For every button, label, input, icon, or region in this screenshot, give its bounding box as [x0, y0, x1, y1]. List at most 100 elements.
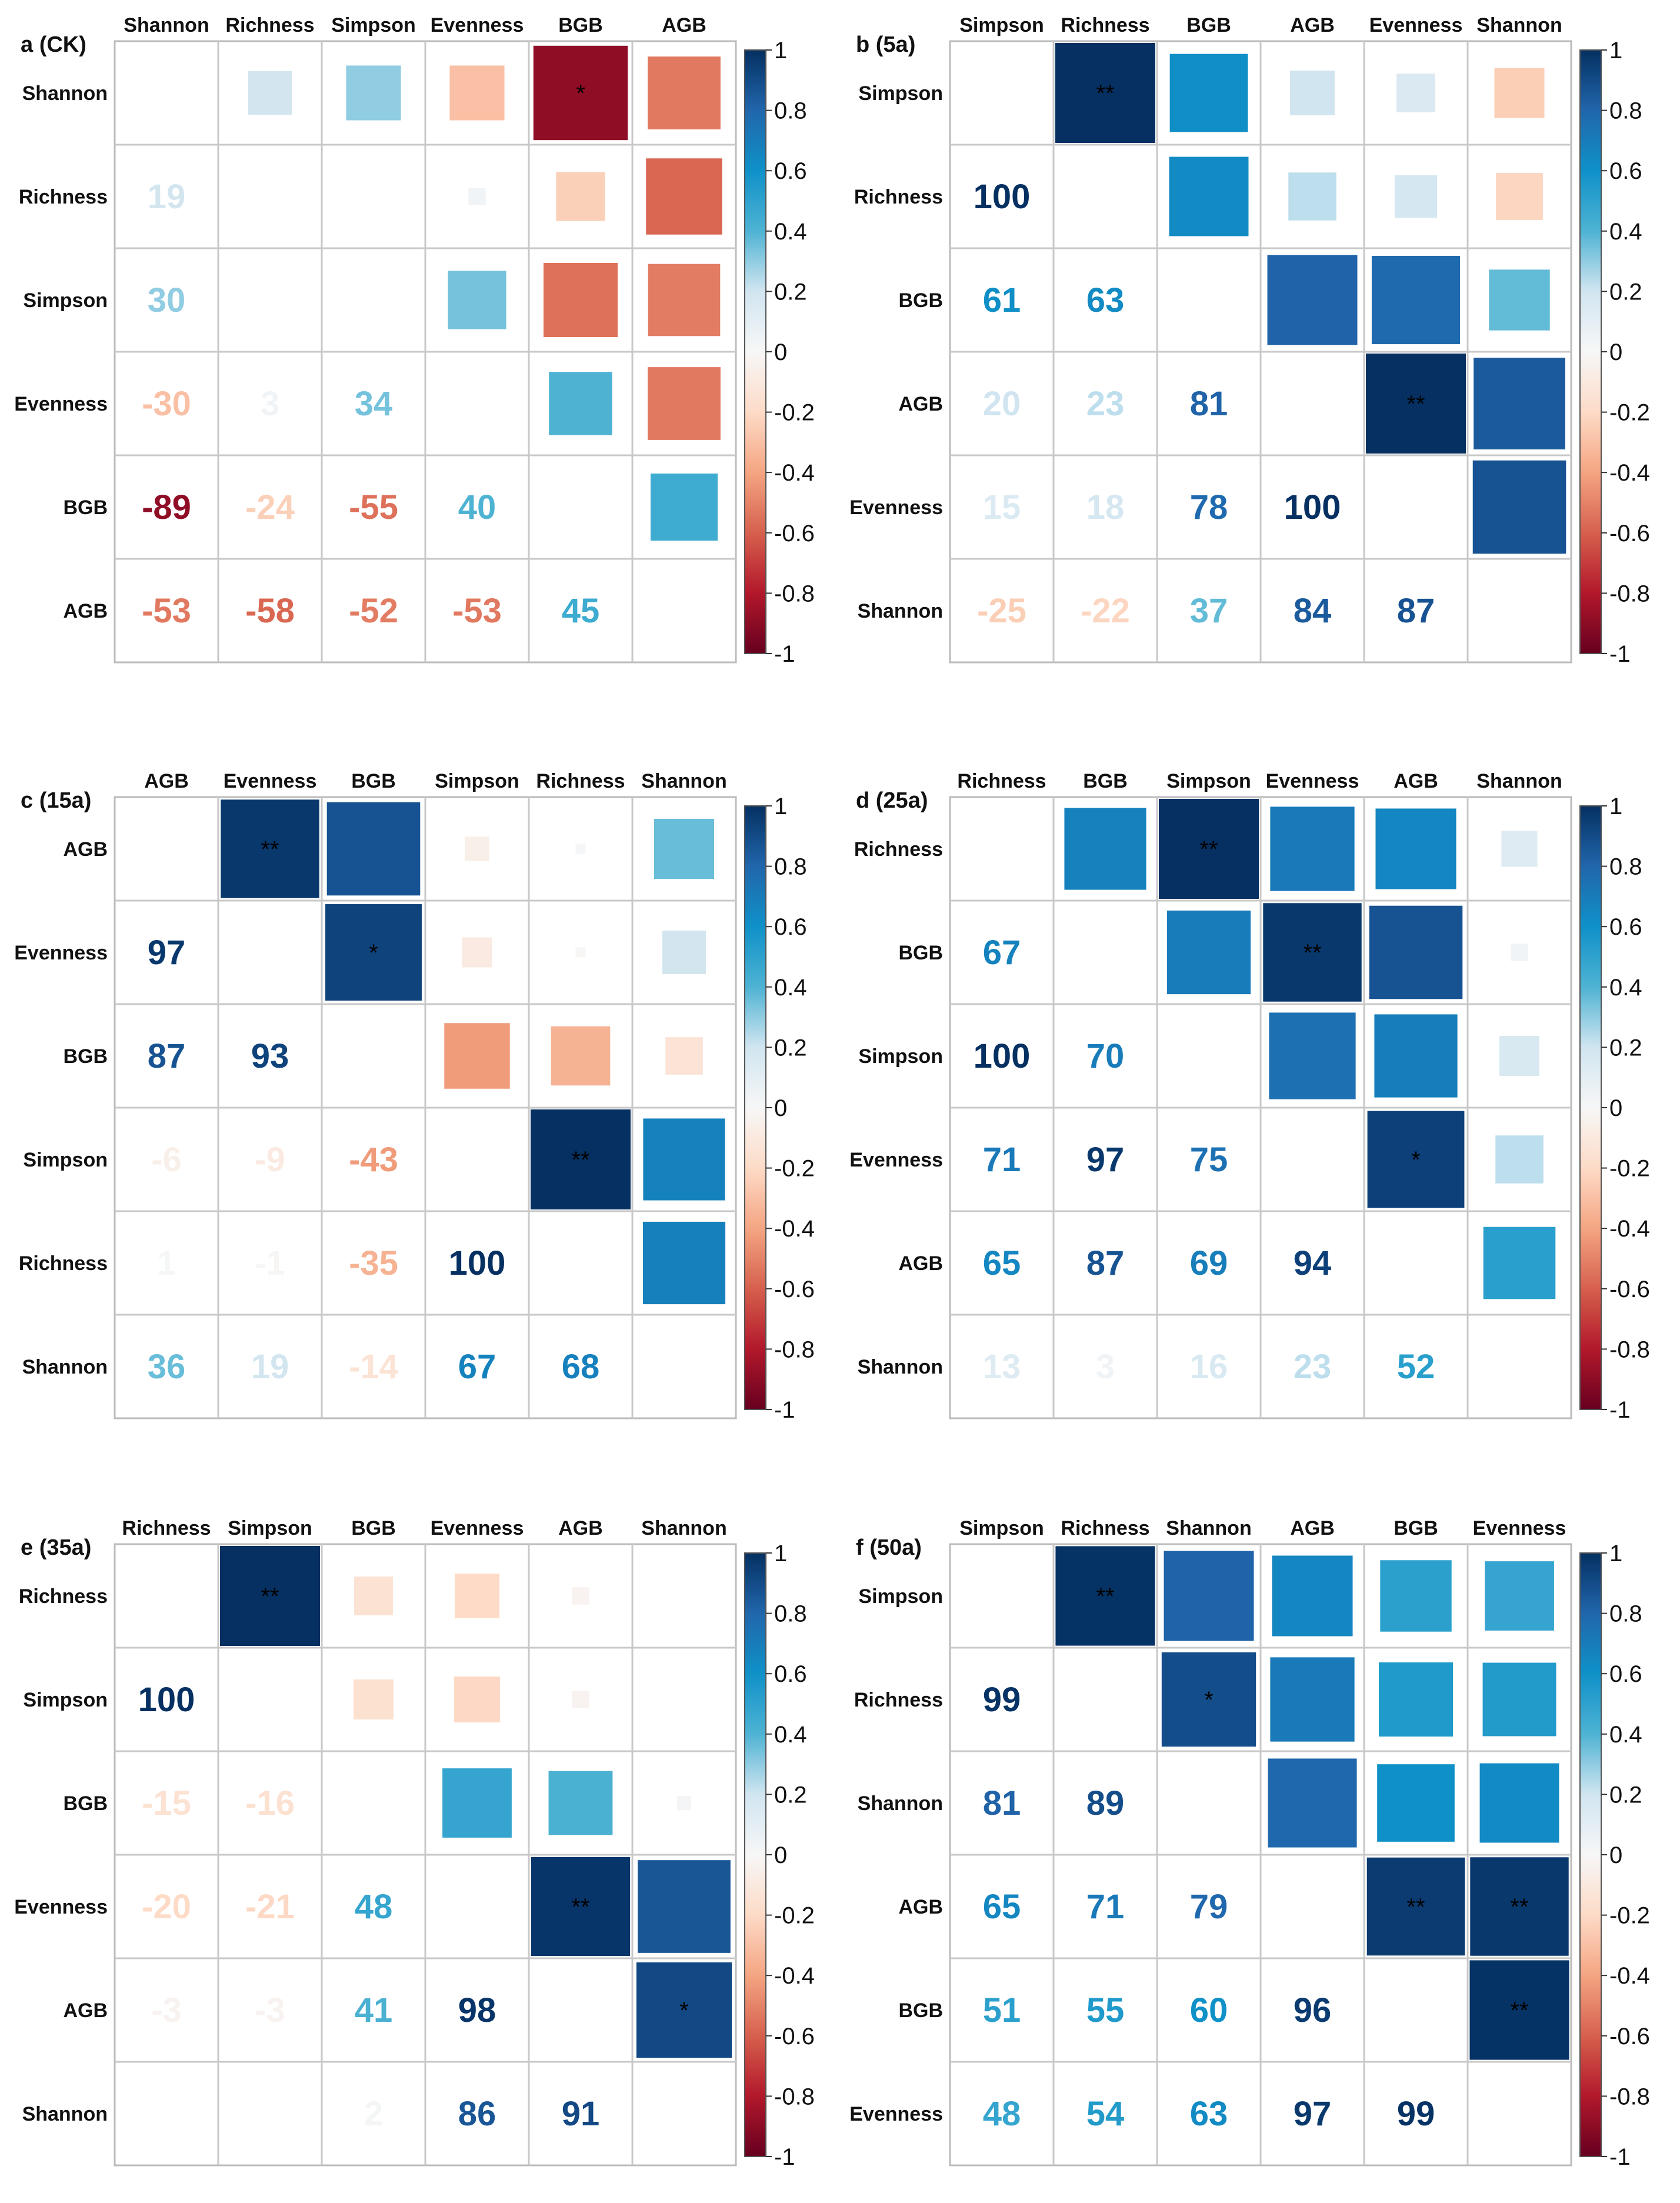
colorbar-tick-label: -0.4 — [774, 460, 815, 486]
significance-mark: ** — [261, 836, 279, 862]
cell-value: 81 — [1190, 385, 1228, 423]
cell-value: -15 — [142, 1784, 191, 1822]
cell-value: 99 — [1397, 2095, 1435, 2133]
cell-value: 23 — [1294, 1348, 1332, 1386]
cell-value: 2 — [364, 2095, 383, 2133]
cell-value: 48 — [355, 1888, 393, 1926]
cell-value: -30 — [142, 385, 191, 423]
cell-value: -55 — [349, 488, 398, 526]
column-label: BGB — [558, 14, 603, 36]
significance-mark: * — [369, 940, 378, 966]
colorbar — [744, 1552, 766, 2157]
colorbar-tick-label: 0.8 — [774, 98, 807, 124]
panel-0: a (CK) Shannon Richness Simpson Evenness BGB A… — [14, 14, 815, 667]
colorbar-tick-label: -0.8 — [774, 581, 815, 606]
colorbar-tick-label: -0.2 — [1609, 1156, 1650, 1182]
cell-square — [1268, 1758, 1357, 1848]
colorbar-tick-label: 0 — [1609, 339, 1622, 365]
column-label: BGB — [1083, 770, 1128, 792]
colorbar-tick-label: 0.4 — [1609, 975, 1642, 1001]
cell-value: 41 — [355, 1991, 393, 2029]
colorbar — [1579, 1552, 1602, 2157]
cell-square — [1511, 944, 1528, 961]
column-label: BGB — [1186, 14, 1231, 36]
colorbar-tick-label: -0.6 — [774, 2024, 815, 2049]
cell-value: 75 — [1190, 1141, 1228, 1179]
cell-value: -89 — [142, 488, 191, 526]
row-label: Evenness — [14, 942, 108, 964]
cell-value: 36 — [148, 1348, 186, 1386]
cell-square — [1482, 1662, 1556, 1737]
cell-square — [648, 367, 721, 440]
row-label: Richness — [854, 1689, 943, 1711]
cell-value: -16 — [245, 1784, 295, 1822]
cell-square — [1169, 54, 1248, 132]
cell-value: 71 — [1086, 1888, 1125, 1926]
cell-square — [1367, 1111, 1465, 1208]
colorbar-tick-label: -0.8 — [1609, 2084, 1650, 2109]
cell-square — [556, 172, 605, 221]
cell-value: 65 — [983, 1244, 1021, 1282]
panel-title: d (25a) — [856, 788, 928, 813]
cell-square — [454, 1677, 500, 1722]
significance-mark: ** — [1510, 1998, 1528, 2024]
column-label: Shannon — [1476, 770, 1562, 792]
column-label: Simpson — [331, 14, 416, 36]
cell-square — [1496, 173, 1543, 220]
colorbar-tick-label: -1 — [774, 2144, 795, 2170]
significance-mark: ** — [1199, 836, 1218, 862]
colorbar-tick-label: -0.2 — [774, 1156, 815, 1182]
column-label: Evenness — [1473, 1517, 1566, 1539]
cell-square — [1169, 156, 1249, 236]
cell-square — [220, 1546, 320, 1646]
cell-square — [575, 844, 586, 854]
cell-value: -35 — [349, 1244, 398, 1282]
colorbar-tick-label: 0.6 — [1609, 1661, 1642, 1687]
cell-value: 68 — [562, 1348, 600, 1386]
cell-value: 97 — [1294, 2095, 1332, 2133]
cell-value: 60 — [1190, 1991, 1228, 2029]
significance-mark: * — [1411, 1147, 1421, 1173]
row-label: Evenness — [849, 496, 943, 519]
cell-value: 97 — [148, 934, 186, 972]
cell-value: 70 — [1086, 1037, 1125, 1075]
row-label: BGB — [63, 496, 108, 519]
cell-value: 63 — [1190, 2095, 1228, 2133]
cell-square — [638, 1860, 731, 1953]
cell-value: -1 — [255, 1244, 285, 1282]
cell-value: -53 — [452, 592, 502, 630]
colorbar-tick-label: 0.6 — [774, 1661, 807, 1687]
cell-square — [1159, 799, 1259, 899]
row-label: BGB — [898, 942, 943, 964]
row-label: Evenness — [14, 1896, 108, 1918]
colorbar-tick-label: -0.2 — [774, 1903, 815, 1929]
colorbar-tick-label: -0.4 — [774, 1963, 815, 1989]
colorbar-tick-label: 0.6 — [1609, 914, 1642, 940]
colorbar-tick-label: 0.8 — [1609, 98, 1642, 124]
cell-value: 69 — [1190, 1244, 1228, 1282]
significance-mark: ** — [1406, 391, 1425, 417]
cell-value: 55 — [1086, 1991, 1125, 2029]
colorbar-tick-label: 0 — [774, 339, 787, 365]
significance-mark: ** — [1510, 1894, 1528, 1920]
cell-square — [572, 1691, 589, 1708]
row-label: Shannon — [22, 1356, 108, 1378]
colorbar-tick-label: -0.6 — [1609, 521, 1650, 546]
row-label: AGB — [63, 600, 108, 622]
cell-value: 45 — [562, 592, 600, 630]
column-label: Simpson — [228, 1517, 312, 1539]
colorbar-tick-label: 1 — [1609, 794, 1622, 819]
cell-value: 61 — [983, 281, 1021, 319]
colorbar-tick-label: 1 — [1609, 38, 1622, 64]
cell-value: 87 — [1397, 592, 1435, 630]
cell-value: -43 — [349, 1141, 398, 1179]
cell-square — [354, 1679, 394, 1719]
cell-square — [1288, 172, 1336, 221]
colorbar-tick-label: -1 — [1609, 641, 1631, 667]
cell-square — [1394, 175, 1438, 218]
row-label: AGB — [63, 1999, 108, 2022]
colorbar-tick-label: -0.8 — [1609, 1337, 1650, 1362]
colorbar-tick-label: -1 — [1609, 1397, 1631, 1423]
row-label: AGB — [898, 1896, 943, 1918]
cell-value: 67 — [458, 1348, 496, 1386]
